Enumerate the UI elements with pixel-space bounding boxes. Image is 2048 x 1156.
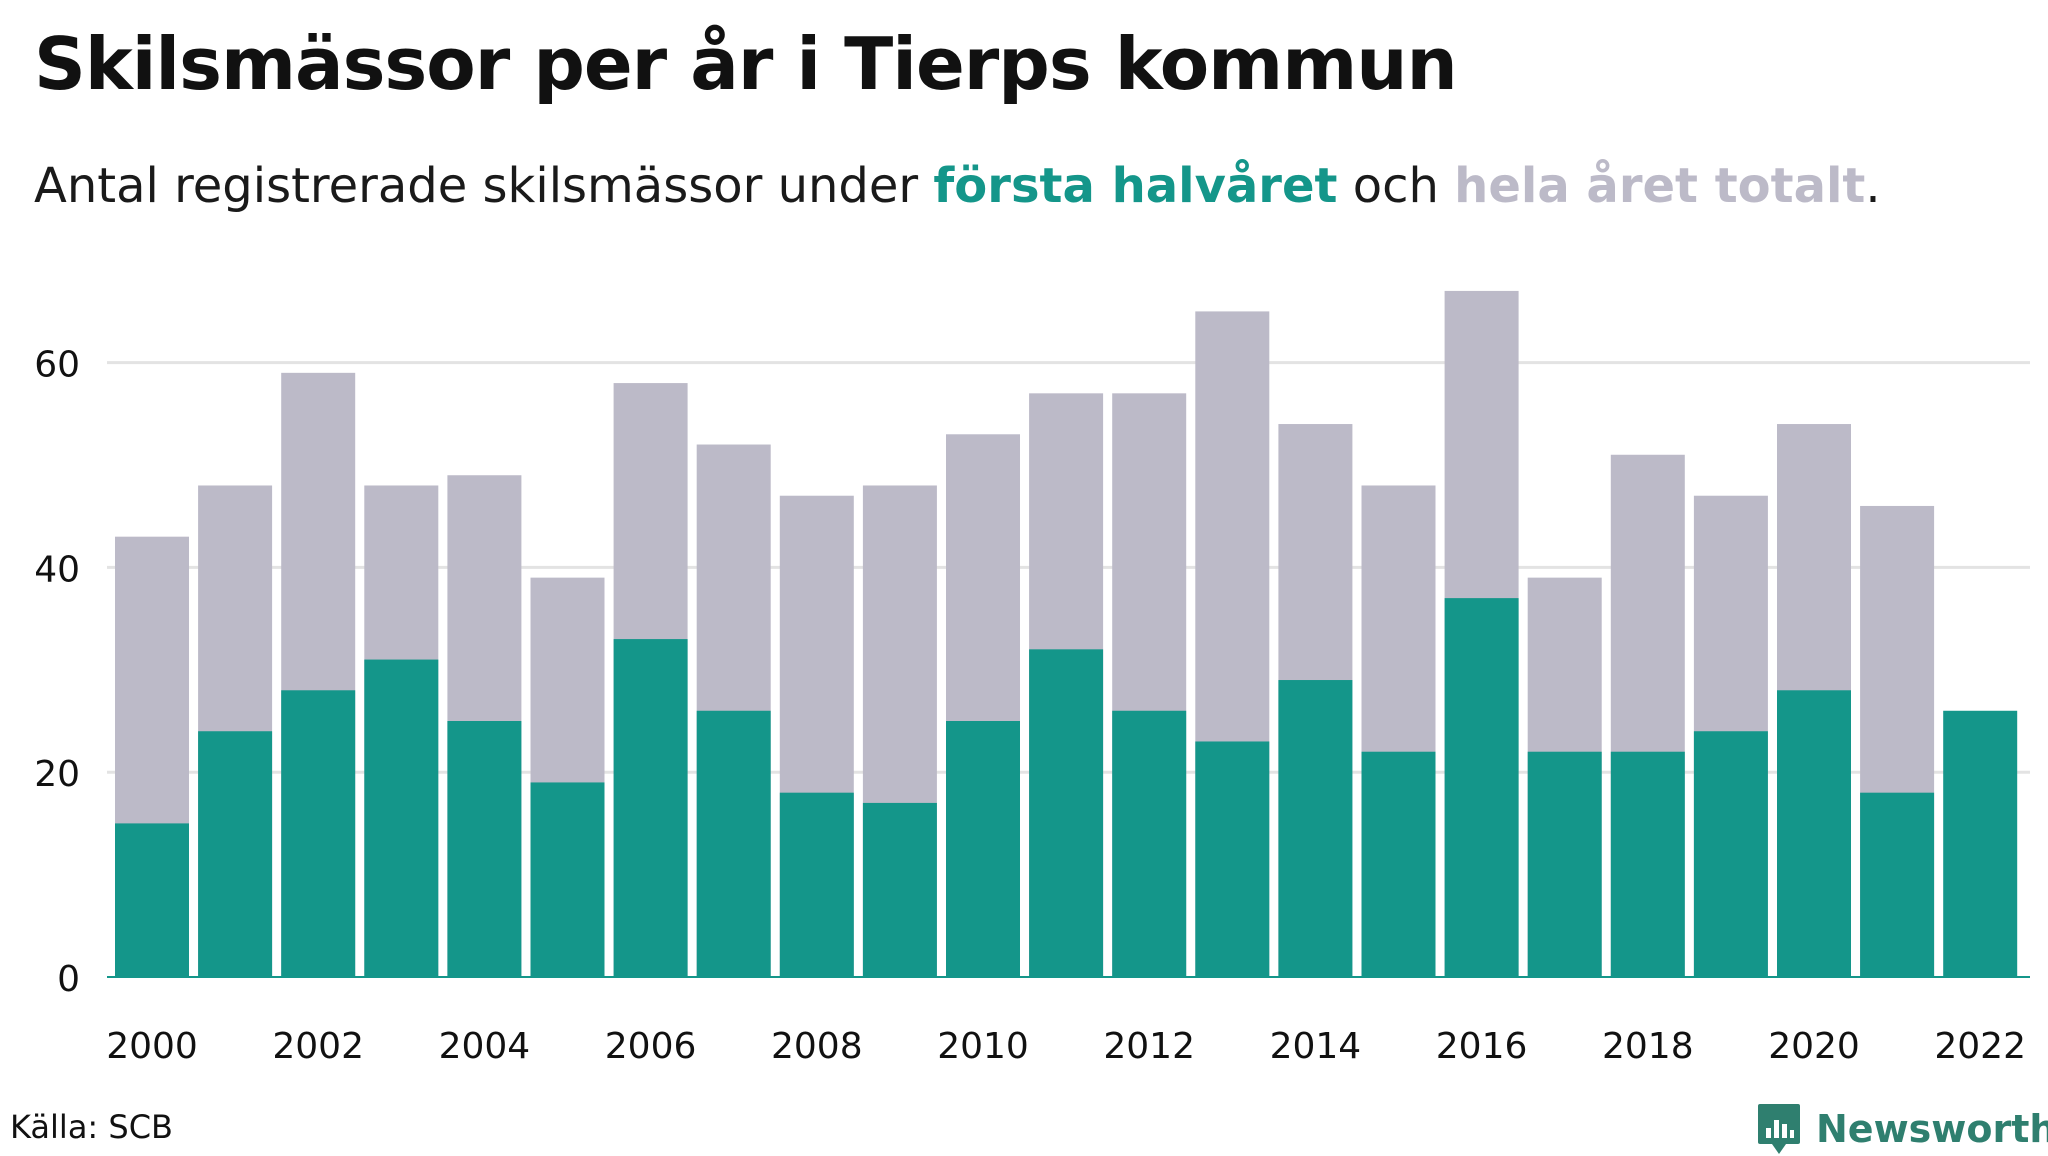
x-tick-label: 2014 [1270, 1026, 1362, 1067]
bar-first-half-2014 [1278, 680, 1353, 977]
y-tick-label: 60 [34, 345, 80, 386]
bar-first-half-2019 [1693, 731, 1768, 977]
chart-title: Skilsmässor per år i Tierps kommun [34, 22, 1458, 106]
bar-first-half-2008 [779, 792, 854, 977]
y-tick-label: 20 [34, 754, 80, 795]
bar-chart: 0 20 40 60 2000 2002 2004 2006 2008 2010 2012 2014 2… [34, 290, 2030, 1067]
bar-first-half-2001 [198, 731, 273, 977]
x-tick-label: 2020 [1768, 1026, 1860, 1067]
y-tick-label: 40 [34, 549, 80, 590]
bar-first-half-2005 [530, 782, 605, 977]
bar-first-half-2002 [281, 690, 356, 977]
bar-first-half-2015 [1361, 751, 1436, 977]
newsworthy-logo-icon [1758, 1104, 1800, 1154]
bar-first-half-2006 [613, 639, 688, 977]
bar-first-half-2017 [1527, 751, 1602, 977]
bar-first-half-2000 [115, 823, 189, 977]
x-tick-label: 2000 [106, 1026, 198, 1067]
bar-first-half-2013 [1195, 741, 1270, 977]
brand-name: Newsworthy [1816, 1107, 2048, 1151]
brand-logo: Newsworthy [1756, 1102, 2048, 1156]
bar-first-half-2022 [1943, 710, 2018, 977]
bar-first-half-2016 [1444, 598, 1519, 977]
y-tick-label: 0 [57, 959, 80, 1000]
bar-first-half-2004 [447, 721, 522, 977]
subtitle-text-pre: Antal registrerade skilsmässor under [34, 158, 934, 214]
bar-first-half-2018 [1610, 751, 1685, 977]
source-label: Källa: SCB [10, 1108, 173, 1146]
subtitle-highlight-full-year: hela året totalt [1454, 158, 1866, 214]
x-tick-label: 2010 [937, 1026, 1029, 1067]
x-tick-label: 2022 [1934, 1026, 2026, 1067]
subtitle-text-mid: och [1337, 158, 1455, 214]
bar-first-half-2003 [364, 659, 439, 977]
x-tick-label: 2006 [605, 1026, 697, 1067]
x-tick-label: 2004 [439, 1026, 531, 1067]
chart-subtitle: Antal registrerade skilsmässor under för… [34, 158, 1881, 214]
x-tick-label: 2002 [272, 1026, 364, 1067]
x-tick-label: 2018 [1602, 1026, 1694, 1067]
bar-first-half-2021 [1860, 792, 1935, 977]
x-tick-label: 2012 [1103, 1026, 1195, 1067]
x-tick-label: 2008 [771, 1026, 863, 1067]
bar-first-half-2011 [1029, 649, 1104, 977]
bar-first-half-2009 [862, 802, 937, 977]
subtitle-highlight-first-half: första halvåret [933, 158, 1338, 214]
x-tick-label: 2016 [1436, 1026, 1528, 1067]
bar-first-half-2010 [946, 721, 1020, 977]
bar-first-half-2020 [1777, 690, 1851, 977]
subtitle-text-post: . [1865, 158, 1881, 214]
bar-first-half-2007 [696, 710, 771, 977]
bar-first-half-2012 [1112, 710, 1187, 977]
